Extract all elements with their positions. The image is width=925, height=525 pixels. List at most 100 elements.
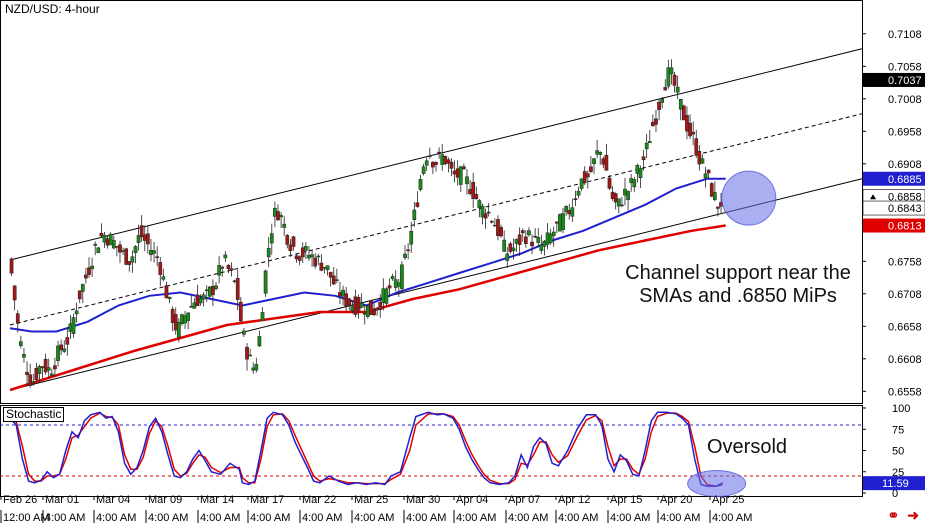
candle-body (307, 254, 311, 259)
candle-body (372, 310, 376, 316)
candle-body (133, 246, 138, 254)
candle-body (173, 314, 178, 331)
price-tick-label: 0.6608 (888, 354, 922, 366)
x-time-label: 4:00 AM (558, 512, 598, 524)
stochastic-value-box (863, 476, 925, 491)
candle-body (9, 258, 14, 274)
x-time-label: 4:00 AM (456, 512, 496, 524)
x-date-label: Apr 20 (660, 494, 692, 506)
candle-body (632, 179, 637, 188)
stochastic-highlight-ellipse (687, 470, 747, 497)
candle-body (437, 151, 441, 154)
sma-fast-line (9, 177, 726, 333)
candle-body (46, 367, 51, 371)
candle-body (335, 279, 339, 281)
candle-body (685, 115, 689, 132)
candle-body (496, 219, 500, 236)
candle-body (688, 122, 692, 137)
candle-body (12, 285, 17, 301)
candle-body (654, 118, 658, 125)
candle-body (22, 354, 26, 358)
candle-body (651, 121, 655, 127)
candle-body (180, 314, 184, 325)
candle-body (74, 310, 79, 315)
candle-body (294, 255, 299, 260)
candle-body (709, 183, 714, 197)
price-tag-box (862, 200, 925, 216)
candle-body (297, 256, 302, 261)
candle-body (149, 250, 153, 255)
price-tick-label: 0.7058 (888, 61, 922, 73)
candle-body (375, 307, 379, 311)
candle-body (65, 337, 70, 345)
candle-body (647, 141, 652, 144)
candle-body (539, 244, 544, 251)
candle-body (458, 166, 463, 185)
candle-body (604, 154, 609, 171)
candle-body (486, 211, 491, 214)
candle-body (471, 181, 476, 199)
x-date-label: Apr 04 (456, 494, 488, 506)
price-tick-label: 0.6758 (888, 256, 922, 268)
candle-body (393, 279, 398, 288)
candle-body (697, 151, 702, 165)
price-tag-box (863, 72, 925, 87)
candle-body (260, 312, 265, 322)
candle-body (111, 240, 116, 249)
candle-body (477, 200, 482, 208)
candle-body (164, 285, 169, 299)
candle-body (362, 312, 367, 315)
price-tag-label: 0.6813 (888, 221, 922, 233)
candle-body (573, 198, 578, 200)
candle-body (25, 371, 29, 376)
x-date-label: Mar 14 (200, 494, 234, 506)
candle-body (90, 265, 94, 270)
candle-body (678, 99, 683, 110)
candle-body (347, 298, 352, 306)
candle-body (530, 241, 534, 247)
arrow-right-icon[interactable]: ➜ (907, 507, 919, 523)
candle-body (170, 308, 175, 323)
footer-icons: ⚭ ➜ (888, 507, 919, 523)
stochastic-title: Stochastic (3, 407, 65, 422)
candle-body (706, 169, 711, 174)
candle-body (192, 302, 197, 309)
candle-body (49, 373, 54, 376)
candle-body (130, 256, 135, 263)
candle-body (273, 207, 277, 217)
candle-body (592, 158, 596, 164)
candle-body (644, 142, 649, 150)
candle-body (660, 98, 665, 103)
candle-body (300, 247, 305, 258)
x-time-label: 12:00 AM (3, 512, 49, 524)
channel-line-0 (9, 48, 863, 261)
candle-body (136, 235, 141, 243)
price-tick-label: 0.6958 (888, 126, 922, 138)
candle-body (613, 193, 618, 203)
candle-body (598, 152, 603, 155)
stochastic-tick-label: 0 (892, 488, 898, 500)
x-date-label: Mar 04 (96, 494, 130, 506)
link-icon[interactable]: ⚭ (887, 507, 900, 523)
candle-body (595, 150, 599, 155)
candle-body (669, 67, 674, 75)
candle-body (502, 239, 507, 252)
candle-body (406, 249, 410, 252)
candle-body (527, 230, 531, 236)
candle-body (229, 268, 234, 271)
candle-body (288, 244, 293, 251)
candle-body (536, 237, 541, 243)
price-tick-label: 0.6908 (888, 159, 922, 171)
candle-body (338, 292, 342, 297)
candle-body (548, 233, 553, 244)
candle-body (158, 262, 163, 275)
candle-body (316, 255, 321, 258)
candle-body (127, 261, 132, 265)
candle-body (204, 289, 209, 292)
x-date-label: Apr 07 (508, 494, 540, 506)
x-time-label: 4:00 AM (712, 512, 752, 524)
x-date-label: Mar 01 (45, 494, 79, 506)
candle-body (263, 270, 268, 294)
candle-body (675, 86, 680, 93)
